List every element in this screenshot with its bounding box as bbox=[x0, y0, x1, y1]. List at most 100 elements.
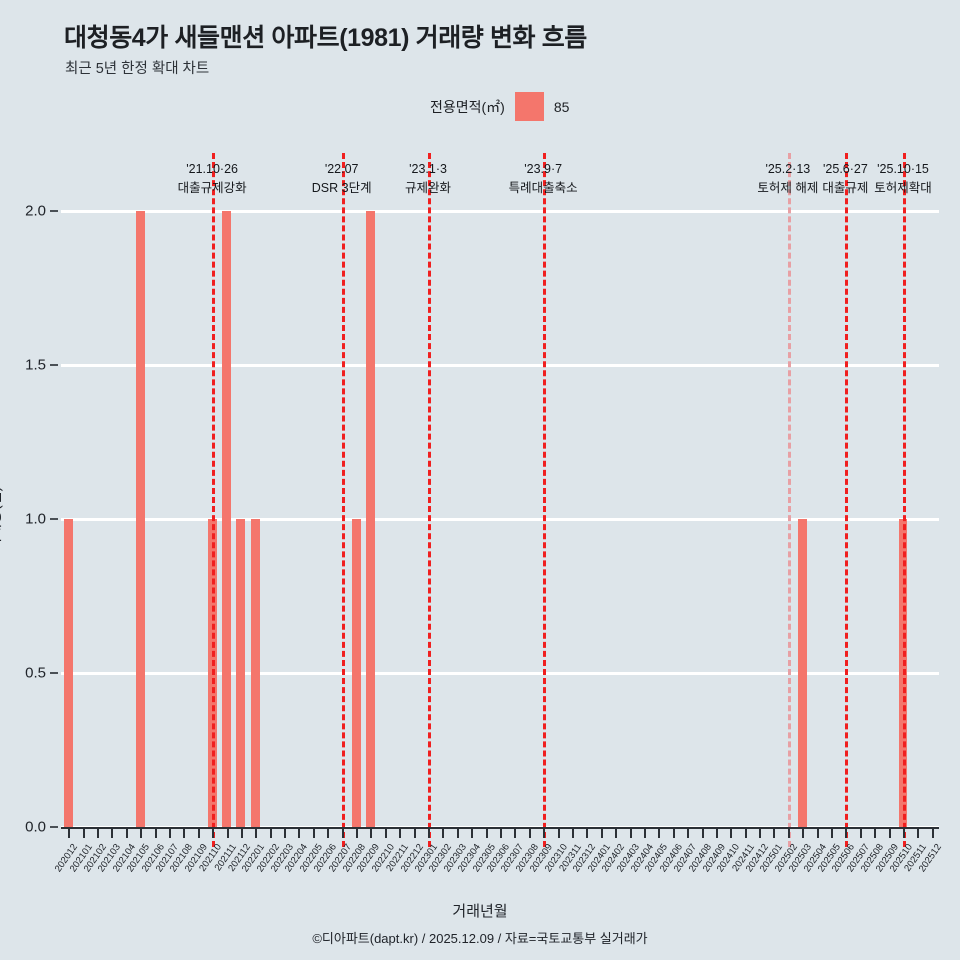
x-tick-mark bbox=[183, 827, 186, 838]
y-tick-mark bbox=[50, 518, 58, 520]
x-tick-mark bbox=[759, 827, 762, 838]
x-tick-mark bbox=[197, 827, 200, 838]
x-tick-mark bbox=[586, 827, 589, 838]
x-tick-mark bbox=[845, 827, 848, 838]
x-tick-mark bbox=[859, 827, 862, 838]
annotation-date: '23.1·3 bbox=[409, 162, 447, 176]
x-tick-mark bbox=[168, 827, 171, 838]
bar[interactable] bbox=[351, 519, 361, 827]
gridline bbox=[61, 671, 939, 675]
x-tick-mark bbox=[543, 827, 546, 838]
page-subtitle: 최근 5년 한정 확대 차트 bbox=[65, 61, 210, 77]
x-tick-mark bbox=[557, 827, 560, 838]
x-tick-mark bbox=[312, 827, 315, 838]
x-tick-mark bbox=[831, 827, 834, 838]
x-tick-mark bbox=[687, 827, 690, 838]
bar[interactable] bbox=[207, 519, 217, 827]
credit-text: ©디아파트(dapt.kr) / 2025.12.09 / 자료=국토교통부 실… bbox=[312, 931, 648, 946]
x-tick-mark bbox=[111, 827, 114, 838]
x-tick-mark bbox=[370, 827, 373, 838]
x-tick-mark bbox=[615, 827, 618, 838]
plot-area bbox=[61, 153, 939, 847]
annotation-line bbox=[428, 153, 432, 847]
x-tick-mark bbox=[96, 827, 99, 838]
annotation-line bbox=[543, 153, 547, 847]
bar[interactable] bbox=[365, 211, 375, 827]
x-tick-mark bbox=[140, 827, 143, 838]
bar[interactable] bbox=[63, 519, 73, 827]
bar[interactable] bbox=[250, 519, 260, 827]
x-tick-mark bbox=[485, 827, 488, 838]
annotation-label: '23.1·3 규제완화 bbox=[405, 160, 451, 199]
annotation-text: 토허제 해제 bbox=[757, 181, 819, 196]
annotation-date: '25.6·27 bbox=[823, 162, 868, 176]
y-axis: 0.0 0.5 1.0 1.5 2.0 bbox=[0, 203, 58, 836]
x-tick-mark bbox=[226, 827, 229, 838]
annotation-date: '25.10·15 bbox=[877, 162, 929, 176]
bar[interactable] bbox=[898, 519, 908, 827]
annotation-label: '25.2·13 토허제 해제 bbox=[757, 160, 818, 199]
y-tick-label: 0.0 bbox=[25, 818, 46, 836]
gridline bbox=[61, 363, 939, 367]
y-tick-mark bbox=[50, 210, 58, 212]
x-tick-mark bbox=[816, 827, 819, 838]
x-tick-mark bbox=[154, 827, 157, 838]
annotation-date: '25.2·13 bbox=[765, 162, 811, 176]
annotation-text: DSR 3단계 bbox=[311, 181, 372, 196]
x-tick-mark bbox=[255, 827, 258, 838]
bar[interactable] bbox=[797, 519, 807, 827]
bar[interactable] bbox=[236, 519, 246, 827]
bar[interactable] bbox=[222, 211, 231, 827]
legend-swatch-85 bbox=[514, 92, 544, 121]
x-tick-mark bbox=[715, 827, 718, 838]
x-tick-mark bbox=[571, 827, 574, 838]
x-tick-mark bbox=[773, 827, 776, 838]
x-tick-mark bbox=[802, 827, 805, 838]
x-tick-mark bbox=[428, 827, 431, 838]
annotation-text: 특례대출축소 bbox=[508, 181, 578, 196]
annotation-text: 규제완화 bbox=[405, 181, 452, 196]
x-tick-mark bbox=[399, 827, 402, 838]
x-tick-mark bbox=[787, 827, 790, 838]
annotation-text: 토허제확대 bbox=[874, 181, 932, 196]
y-tick-label: 2.0 bbox=[25, 202, 46, 220]
x-tick-mark bbox=[658, 827, 661, 838]
annotation-label: '23.9·7 특례대출축소 bbox=[509, 160, 578, 199]
legend-label-85: 85 bbox=[553, 98, 570, 115]
y-tick-label: 1.5 bbox=[25, 356, 46, 374]
x-tick-mark bbox=[68, 827, 71, 838]
x-tick-mark bbox=[327, 827, 330, 838]
x-tick-mark bbox=[643, 827, 646, 838]
x-tick-mark bbox=[284, 827, 287, 838]
x-tick-mark bbox=[744, 827, 747, 838]
x-tick-mark bbox=[931, 827, 934, 838]
x-tick-mark bbox=[125, 827, 128, 838]
annotation-line bbox=[787, 153, 791, 847]
x-tick-mark bbox=[874, 827, 877, 838]
annotation-text: 대출규제 bbox=[822, 181, 869, 196]
x-tick-mark bbox=[888, 827, 891, 838]
bar[interactable] bbox=[135, 211, 145, 827]
annotation-line bbox=[845, 153, 849, 847]
x-tick-mark bbox=[730, 827, 733, 838]
annotation-date: '23.9·7 bbox=[524, 162, 563, 176]
gridline bbox=[61, 517, 939, 521]
y-tick-mark bbox=[50, 672, 58, 674]
x-tick-mark bbox=[456, 827, 459, 838]
y-axis-title: 거래량(건) bbox=[0, 486, 4, 552]
y-tick-label: 1.0 bbox=[25, 510, 46, 528]
page-title: 대청동4가 새들맨션 아파트(1981) 거래량 변화 흐름 bbox=[64, 24, 587, 52]
x-tick-mark bbox=[701, 827, 704, 838]
annotation-line bbox=[212, 153, 216, 847]
y-tick-mark bbox=[50, 826, 58, 828]
x-tick-mark bbox=[471, 827, 474, 838]
x-tick-mark bbox=[240, 827, 243, 838]
annotation-text: 대출규제강화 bbox=[177, 181, 247, 196]
gridline bbox=[61, 209, 939, 213]
annotation-label: '25.6·27 대출규제 bbox=[822, 160, 868, 199]
annotation-label: '25.10·15 토허제확대 bbox=[874, 160, 932, 199]
annotation-label: '22.07 DSR 3단계 bbox=[312, 160, 372, 199]
x-tick-mark bbox=[341, 827, 344, 838]
legend-title: 전용면적(㎡) bbox=[430, 98, 505, 115]
